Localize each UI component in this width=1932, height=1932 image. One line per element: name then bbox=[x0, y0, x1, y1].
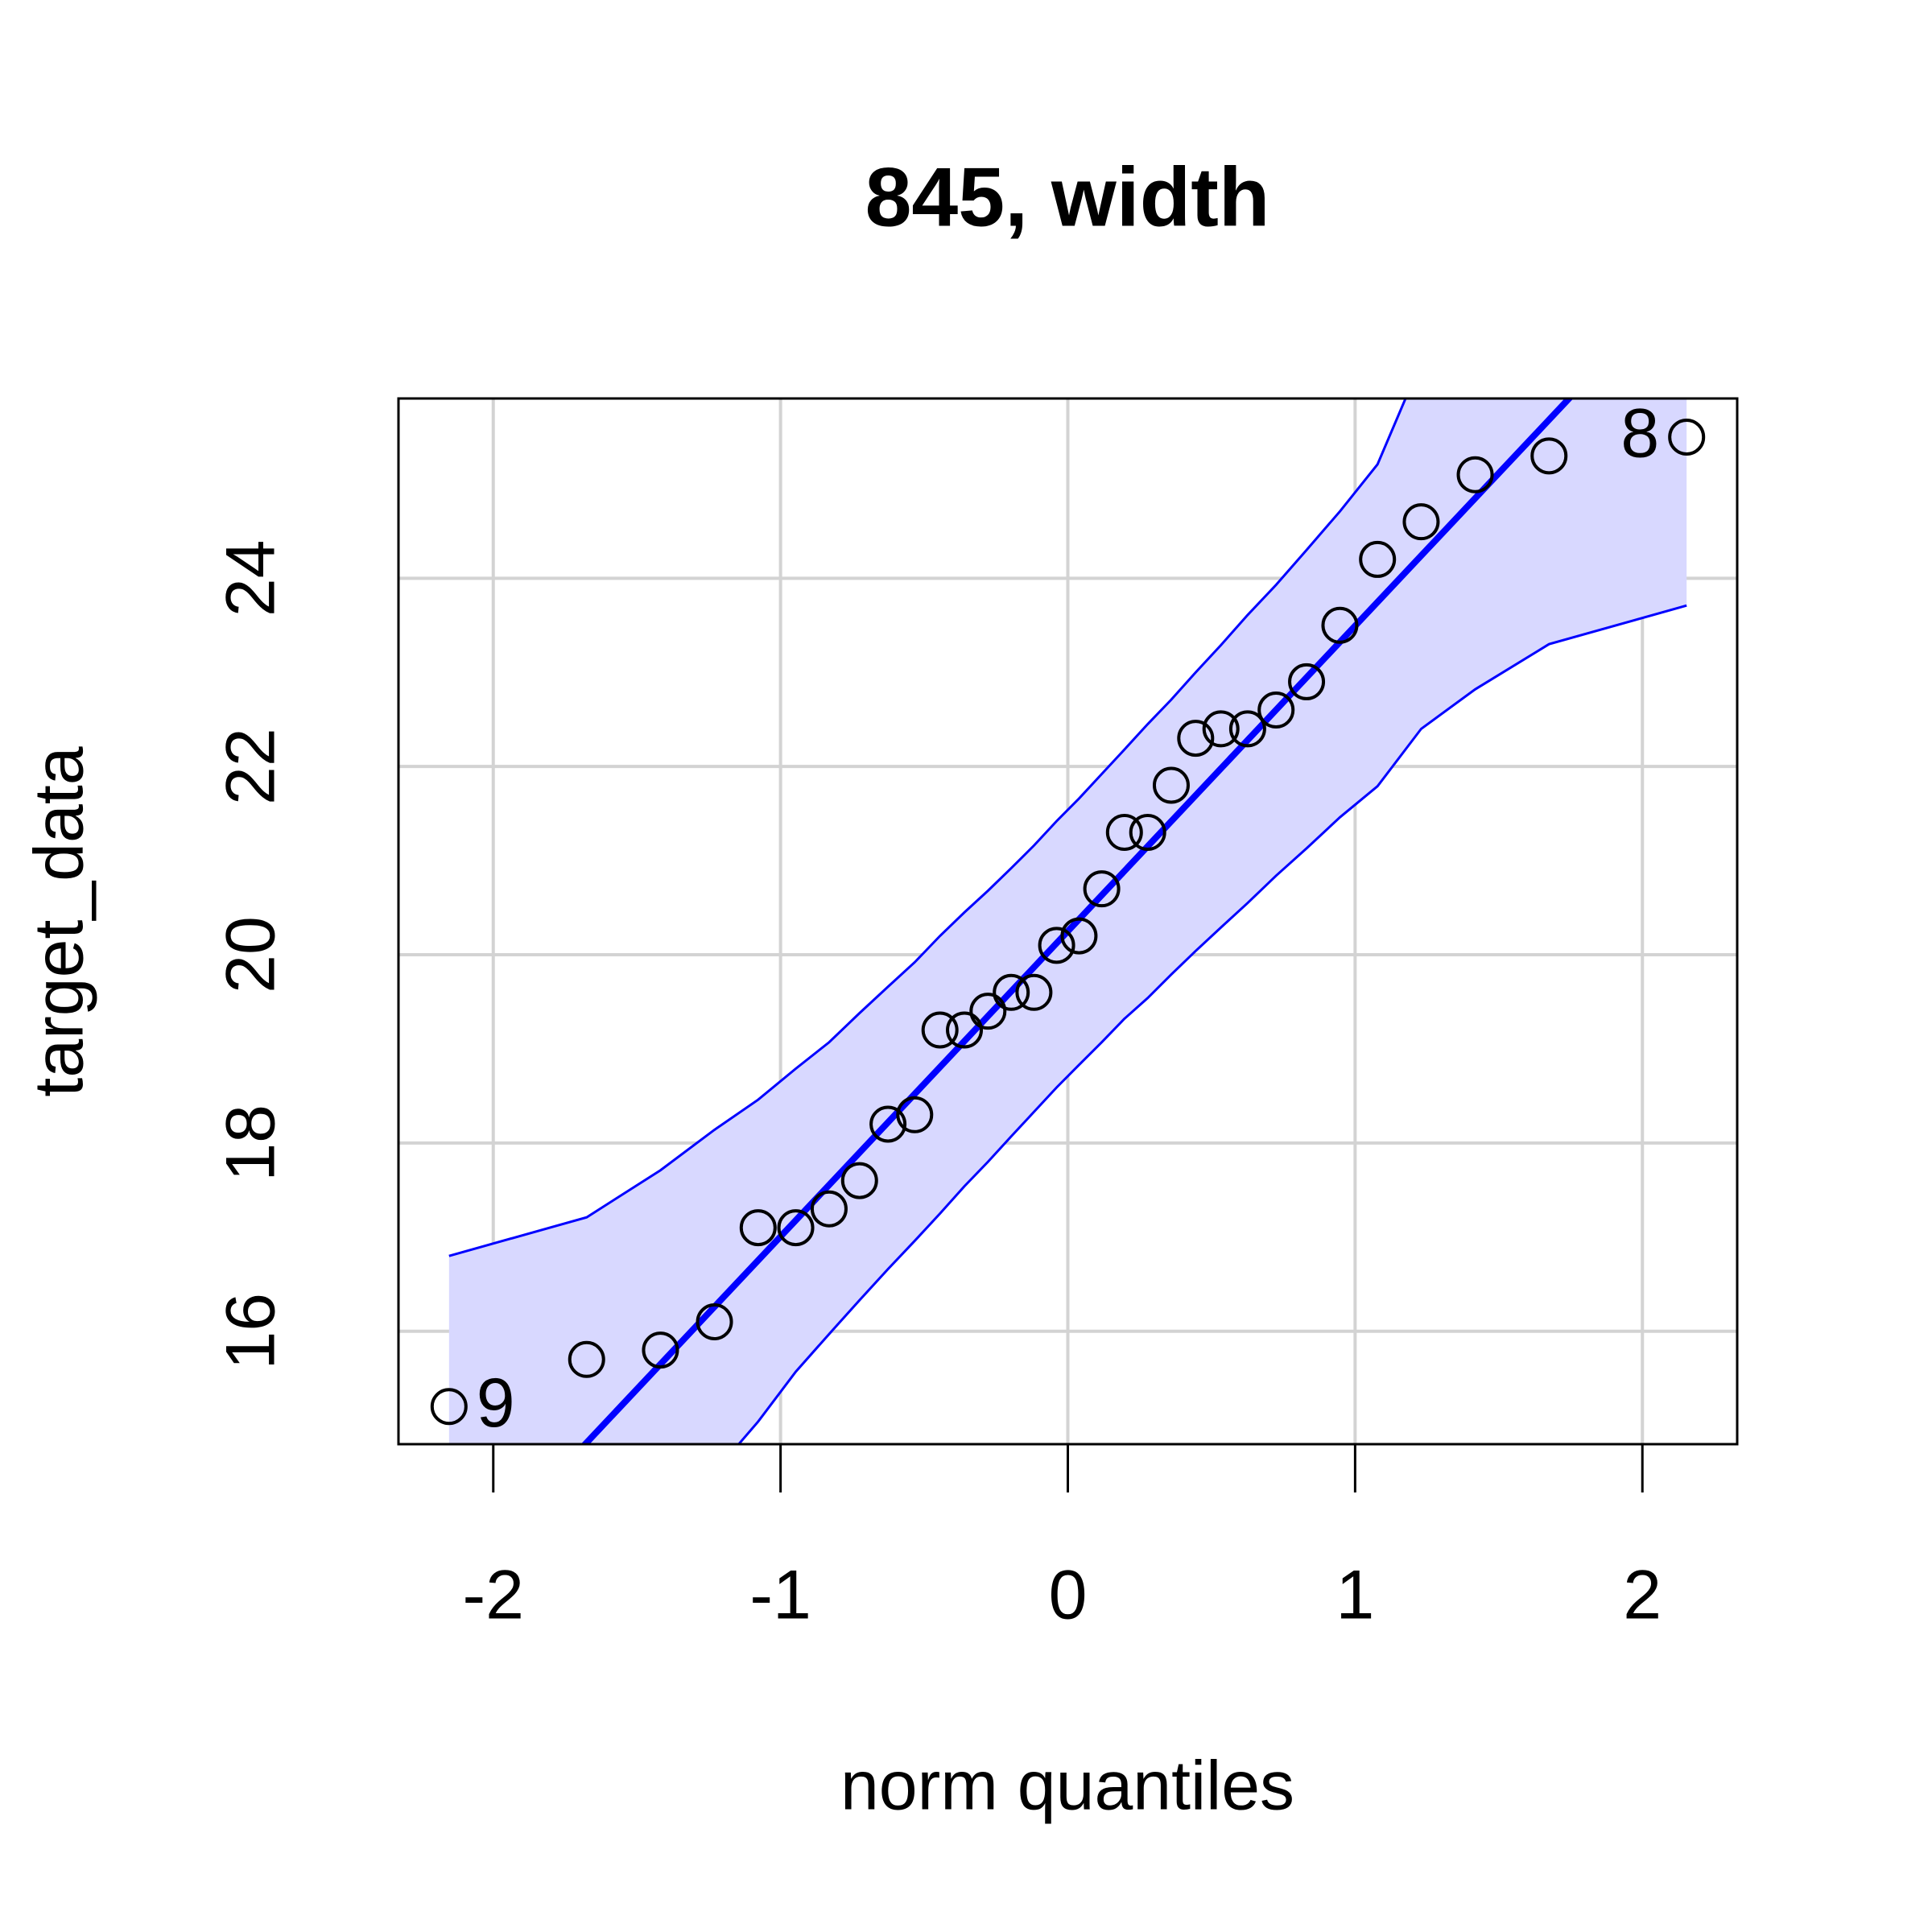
point bbox=[1530, 437, 1568, 475]
point bbox=[642, 1331, 679, 1369]
point bbox=[1202, 710, 1240, 748]
point bbox=[869, 1105, 907, 1143]
x-tick-label: 0 bbox=[1049, 1557, 1088, 1634]
point bbox=[430, 1388, 468, 1426]
point bbox=[1668, 418, 1706, 456]
y-tick-label: 22 bbox=[213, 728, 290, 805]
x-tick-label: -2 bbox=[463, 1557, 524, 1634]
point bbox=[1015, 973, 1053, 1011]
plot-area bbox=[448, 398, 1687, 1444]
x-tick-label: -1 bbox=[749, 1557, 811, 1634]
point bbox=[1083, 870, 1121, 908]
x-tick-label: 2 bbox=[1623, 1557, 1662, 1634]
point bbox=[921, 1011, 959, 1049]
y-tick-label: 20 bbox=[213, 916, 290, 993]
point bbox=[946, 1011, 984, 1049]
x-axis-label: norm quantiles bbox=[840, 1748, 1294, 1825]
point bbox=[1228, 710, 1266, 748]
point bbox=[840, 1162, 878, 1199]
point bbox=[993, 973, 1030, 1011]
point bbox=[1060, 917, 1098, 955]
point bbox=[810, 1190, 848, 1228]
axes: -2 -1 0 1 2 16 18 20 22 24 bbox=[213, 539, 1662, 1633]
point bbox=[777, 1209, 815, 1247]
point bbox=[1402, 503, 1440, 541]
point bbox=[1038, 927, 1075, 964]
point bbox=[1129, 814, 1166, 852]
point bbox=[896, 1096, 934, 1133]
y-tick-label: 24 bbox=[213, 539, 290, 617]
point bbox=[1105, 814, 1143, 852]
y-axis-label: target_data bbox=[21, 746, 98, 1096]
point bbox=[568, 1340, 605, 1378]
point bbox=[1321, 606, 1359, 644]
point bbox=[1359, 540, 1397, 578]
point bbox=[1152, 766, 1190, 804]
x-tick-label: 1 bbox=[1335, 1557, 1374, 1634]
point bbox=[696, 1303, 733, 1341]
point bbox=[739, 1209, 777, 1247]
envelope-upper bbox=[448, 398, 1407, 1257]
point bbox=[1288, 663, 1326, 700]
point bbox=[1456, 456, 1494, 493]
point-label: 9 bbox=[477, 1364, 515, 1442]
y-tick-label: 16 bbox=[213, 1293, 290, 1370]
envelope-lower bbox=[737, 604, 1687, 1444]
point bbox=[969, 993, 1007, 1030]
point-label: 8 bbox=[1620, 395, 1659, 473]
confidence-envelope bbox=[448, 398, 1687, 1444]
chart-title: 845, width bbox=[865, 151, 1270, 244]
point bbox=[1257, 691, 1295, 729]
point bbox=[1177, 720, 1215, 758]
y-tick-label: 18 bbox=[213, 1104, 290, 1182]
